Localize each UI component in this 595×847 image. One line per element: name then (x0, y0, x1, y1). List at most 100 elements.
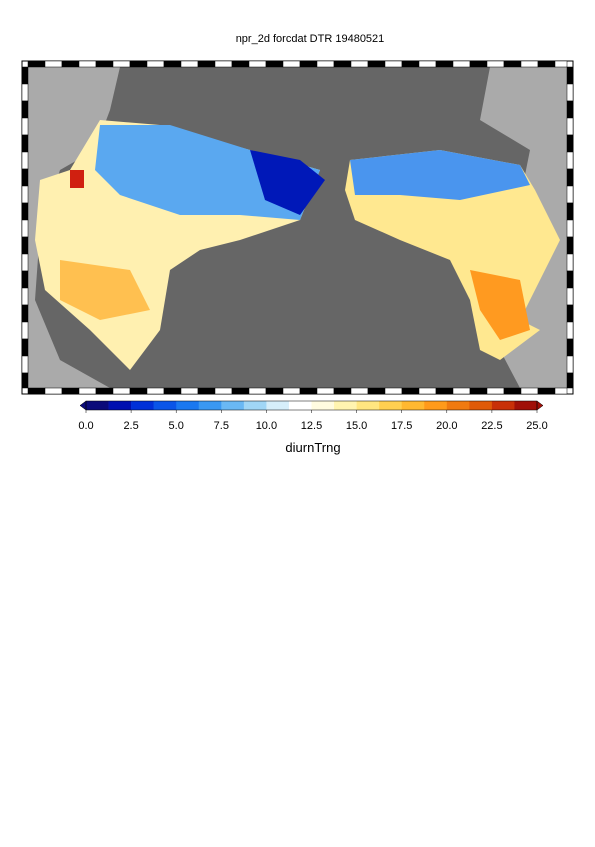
border-tick (566, 117, 574, 136)
colorbar: 0.0 2.5 5.0 7.5 10.0 12.5 15.0 17.5 20.0 22.5 25.0 (78, 400, 548, 432)
colorbar-tick-label: 5.0 (169, 420, 184, 432)
border-tick (21, 134, 29, 153)
border-tick (520, 387, 539, 395)
colorbar-swatch (243, 401, 267, 410)
border-tick (566, 338, 574, 357)
border-tick (282, 60, 301, 68)
border-tick (566, 100, 574, 119)
border-tick (112, 60, 131, 68)
land-asia (28, 67, 120, 388)
border-tick (21, 168, 29, 187)
border-tick (452, 387, 471, 395)
border-tick (231, 387, 250, 395)
border-tick (435, 387, 454, 395)
border-tick (78, 387, 97, 395)
border-tick (21, 83, 29, 102)
border-tick (566, 304, 574, 323)
border-tick (316, 387, 335, 395)
border-tick (21, 287, 29, 306)
border-tick (401, 60, 420, 68)
border-tick (384, 387, 403, 395)
border-tick (21, 219, 29, 238)
border-tick (554, 60, 568, 68)
colorbar-tick-label: 15.0 (346, 420, 367, 432)
border-tick (384, 60, 403, 68)
colorbar-swatch (198, 401, 222, 410)
colorbar-tick-label: 2.5 (123, 420, 138, 432)
border-tick (537, 60, 556, 68)
border-tick (21, 185, 29, 204)
border-tick (486, 60, 505, 68)
border-tick (566, 219, 574, 238)
border-tick (265, 387, 284, 395)
map (21, 60, 574, 395)
border-tick (566, 236, 574, 255)
map-border (21, 60, 574, 395)
border-tick (44, 387, 63, 395)
border-tick (566, 321, 574, 340)
colorbar-swatch (108, 401, 132, 410)
field-asia-hot (70, 170, 84, 188)
border-tick (282, 387, 301, 395)
colorbar-swatch (288, 401, 312, 410)
border-tick (21, 355, 29, 374)
colorbar-swatch (176, 401, 200, 410)
colorbar-end (536, 400, 544, 411)
border-tick (197, 387, 216, 395)
border-tick (452, 60, 471, 68)
colorbar-swatch (491, 401, 515, 410)
border-tick (95, 387, 114, 395)
border-tick (21, 253, 29, 272)
border-tick (21, 304, 29, 323)
border-tick (418, 60, 437, 68)
colorbar-tick-label: 22.5 (481, 420, 502, 432)
colorbar-swatch (379, 401, 402, 410)
border-tick (27, 387, 46, 395)
field-asia-cold (250, 150, 325, 215)
border-tick (566, 134, 574, 153)
colorbar-tick-label: 20.0 (436, 420, 457, 432)
colorbar-tick-label: 12.5 (301, 420, 322, 432)
border-tick (248, 387, 267, 395)
border-tick (418, 387, 437, 395)
border-tick (435, 60, 454, 68)
border-tick (78, 60, 97, 68)
border-tick (333, 60, 352, 68)
border-tick (566, 287, 574, 306)
border-tick (469, 387, 488, 395)
border-tick (537, 387, 556, 395)
border-tick (21, 372, 29, 389)
border-tick (197, 60, 216, 68)
colorbar-swatch (311, 401, 335, 410)
colorbar-end (79, 400, 87, 411)
colorbar-swatch (356, 401, 380, 410)
border-tick (503, 60, 522, 68)
border-tick (299, 60, 318, 68)
border-tick (146, 60, 165, 68)
border-tick (61, 60, 80, 68)
border-tick (401, 387, 420, 395)
colorbar-swatch (153, 401, 177, 410)
border-tick (163, 60, 182, 68)
border-tick (231, 60, 250, 68)
border-tick (503, 387, 522, 395)
colorbar-swatch (469, 401, 493, 410)
border-tick (248, 60, 267, 68)
border-tick (21, 338, 29, 357)
field-america-cool (350, 150, 530, 200)
border-tick (566, 185, 574, 204)
border-tick (21, 66, 29, 85)
border-tick (566, 151, 574, 170)
border-tick (566, 372, 574, 389)
border-tick (95, 60, 114, 68)
border-tick (21, 117, 29, 136)
border-tick (350, 60, 369, 68)
border-tick (180, 60, 199, 68)
border-tick (566, 66, 574, 85)
border-tick (21, 236, 29, 255)
colorbar-swatch (424, 401, 448, 410)
colorbar-swatch (221, 401, 245, 410)
border-tick (61, 387, 80, 395)
border-tick (566, 83, 574, 102)
